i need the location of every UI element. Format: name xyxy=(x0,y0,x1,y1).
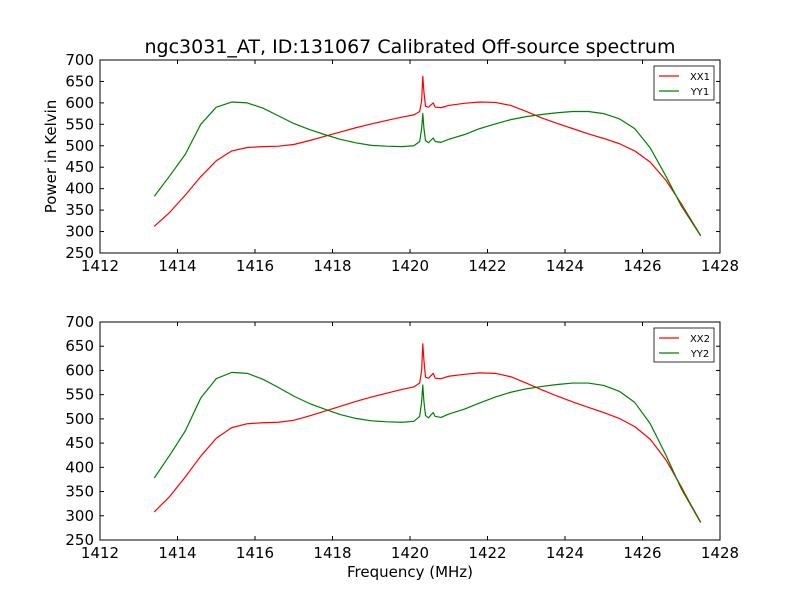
x-tick-label: 1428 xyxy=(701,257,739,275)
y-tick-label: 600 xyxy=(65,94,94,112)
legend-label-yy2: YY2 xyxy=(690,349,710,360)
legend-box xyxy=(653,327,715,363)
x-tick-label: 1426 xyxy=(623,257,661,275)
legend-label-yy1: YY1 xyxy=(690,87,710,98)
x-tick-label: 1420 xyxy=(391,257,429,275)
x-axis-label: Frequency (MHz) xyxy=(347,563,473,581)
y-tick-label: 250 xyxy=(65,531,94,549)
y-tick-label: 350 xyxy=(65,483,94,501)
y-tick-label: 600 xyxy=(65,361,94,379)
series-line-yy2 xyxy=(153,371,702,523)
x-tick-label: 1412 xyxy=(81,544,119,562)
bottom-panel: 1412 1414 1416 1418 1420 1422 1424 1426 1428 250 3… xyxy=(65,313,739,581)
y-tick-label: 700 xyxy=(65,313,94,331)
x-tick-label: 1424 xyxy=(546,544,584,562)
x-tick-label: 1418 xyxy=(313,544,351,562)
x-tick-label: 1426 xyxy=(623,544,661,562)
x-tick-label: 1422 xyxy=(468,544,506,562)
y-tick-label: 300 xyxy=(65,507,94,525)
y-tick-label: 350 xyxy=(65,201,94,219)
y-axis-label: Power in Kelvin xyxy=(42,100,60,214)
x-tick-label: 1416 xyxy=(236,257,274,275)
x-tick-label: 1414 xyxy=(158,257,196,275)
y-tick-label: 400 xyxy=(65,180,94,198)
legend-label-xx1: XX1 xyxy=(690,72,710,83)
series-line-yy1 xyxy=(153,101,702,237)
y-tick-label: 700 xyxy=(65,51,94,69)
chart-title: ngc3031_AT, ID:131067 Calibrated Off-sou… xyxy=(145,36,676,58)
top-panel: 1412 1414 1416 1418 1420 1422 1424 1426 1428 250 3… xyxy=(42,51,739,275)
y-tick-label: 500 xyxy=(65,137,94,155)
x-tick-label: 1416 xyxy=(236,544,274,562)
y-tick-label: 650 xyxy=(65,337,94,355)
x-tick-label: 1418 xyxy=(313,257,351,275)
y-tick-label: 500 xyxy=(65,410,94,428)
y-tick-label: 450 xyxy=(65,434,94,452)
y-tick-label: 450 xyxy=(65,158,94,176)
x-tick-label: 1420 xyxy=(391,544,429,562)
y-tick-label: 550 xyxy=(65,115,94,133)
y-tick-label: 300 xyxy=(65,223,94,241)
y-tick-label: 650 xyxy=(65,72,94,90)
series-line-xx1 xyxy=(153,75,702,236)
x-tick-label: 1424 xyxy=(546,257,584,275)
x-tick-label: 1414 xyxy=(158,544,196,562)
y-tick-label: 250 xyxy=(65,244,94,262)
series-line-xx2 xyxy=(153,343,702,523)
y-tick-label: 550 xyxy=(65,386,94,404)
legend-box xyxy=(653,65,715,101)
legend-label-xx2: XX2 xyxy=(690,334,710,345)
y-tick-label: 400 xyxy=(65,458,94,476)
x-tick-label: 1422 xyxy=(468,257,506,275)
x-tick-label: 1428 xyxy=(701,544,739,562)
x-tick-label: 1412 xyxy=(81,257,119,275)
